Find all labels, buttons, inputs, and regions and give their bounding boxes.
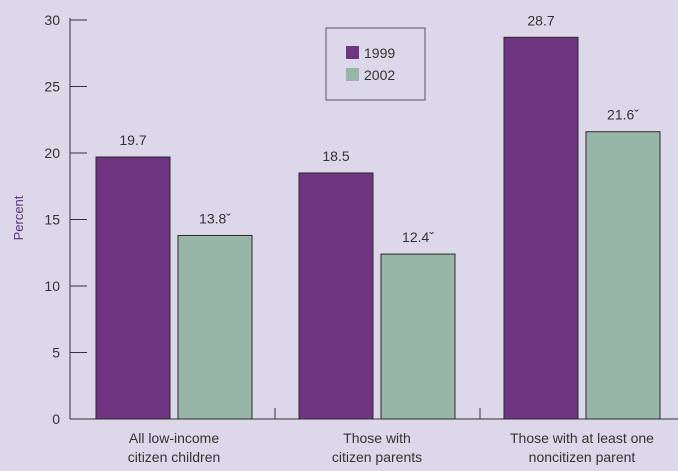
bar-1999-0: [95, 156, 171, 420]
legend-label-1999: 1999: [364, 45, 395, 61]
y-tick-label: 25: [44, 79, 60, 95]
y-tick-label: 5: [52, 345, 60, 361]
data-label-2002-1: 12.4ˇ: [402, 229, 434, 245]
y-tick-label: 10: [44, 278, 60, 294]
category-label-2: Those with at least one noncitizen parent: [510, 430, 654, 465]
legend-box: [325, 27, 426, 101]
y-tick-label: 15: [44, 212, 60, 228]
y-tick-label: 20: [44, 145, 60, 161]
bar-1999-2: [503, 36, 579, 420]
data-label-2002-0: 13.8ˇ: [199, 210, 231, 226]
bars: [95, 36, 661, 420]
bar-2002-1: [380, 253, 456, 420]
data-label-2002-2: 21.6ˇ: [607, 107, 639, 123]
data-label-1999-1: 18.5: [322, 148, 349, 164]
y-ticks: 0 5 10 15 20 25 30: [44, 12, 87, 427]
y-axis-title: Percent: [11, 195, 26, 240]
category-label-0: All low-income citizen children: [128, 430, 221, 465]
legend-label-2002: 2002: [364, 67, 395, 83]
category-labels: All low-income citizen children Those with…: [128, 430, 654, 465]
data-label-1999-0: 19.7: [119, 132, 146, 148]
legend: 1999 2002: [325, 27, 426, 101]
bar-2002-2: [585, 131, 661, 420]
category-label-1: Those with citizen parents: [332, 430, 422, 465]
legend-swatch-2002: [346, 68, 359, 81]
bar-2002-0: [177, 234, 253, 420]
y-tick-label: 30: [44, 12, 60, 28]
x-ticks: [274, 408, 481, 419]
legend-swatch-1999: [346, 46, 359, 59]
data-label-1999-2: 28.7: [527, 12, 554, 28]
bar-1999-1: [298, 172, 374, 420]
data-labels: 19.7 13.8ˇ 18.5 12.4ˇ 28.7 21.6ˇ: [119, 12, 639, 245]
y-tick-label: 0: [52, 411, 60, 427]
